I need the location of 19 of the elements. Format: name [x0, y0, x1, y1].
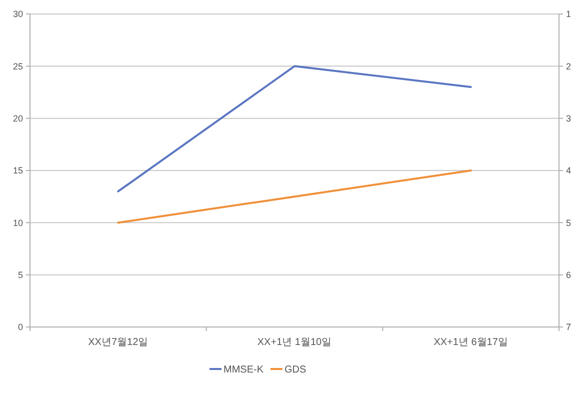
y2-tick-label: 6: [566, 270, 572, 280]
y2-tick-label: 3: [566, 113, 572, 124]
x-tick-label: XX년7월12일: [88, 337, 148, 348]
y2-tick-label: 2: [566, 61, 572, 72]
y-tick-label: 30: [12, 9, 23, 20]
y-tick-label: 10: [12, 218, 23, 228]
y-tick-label: 5: [18, 270, 23, 280]
legend-label: GDS: [284, 364, 306, 376]
y-tick-label: 0: [18, 322, 23, 332]
y-tick-label: 15: [12, 166, 23, 176]
y2-tick-label: 7: [566, 322, 572, 332]
x-tick-label: XX+1년 1월10일: [257, 337, 332, 348]
x-tick-label: XX+1년 6월17일: [434, 337, 508, 348]
legend-label: MMSE-K: [224, 364, 264, 376]
y2-tick-label: 5: [566, 218, 572, 228]
y-tick-label: 20: [12, 113, 23, 124]
y-tick-label: 25: [12, 61, 23, 72]
y2-tick-label: 1: [566, 9, 572, 20]
y2-tick-label: 4: [566, 166, 572, 176]
